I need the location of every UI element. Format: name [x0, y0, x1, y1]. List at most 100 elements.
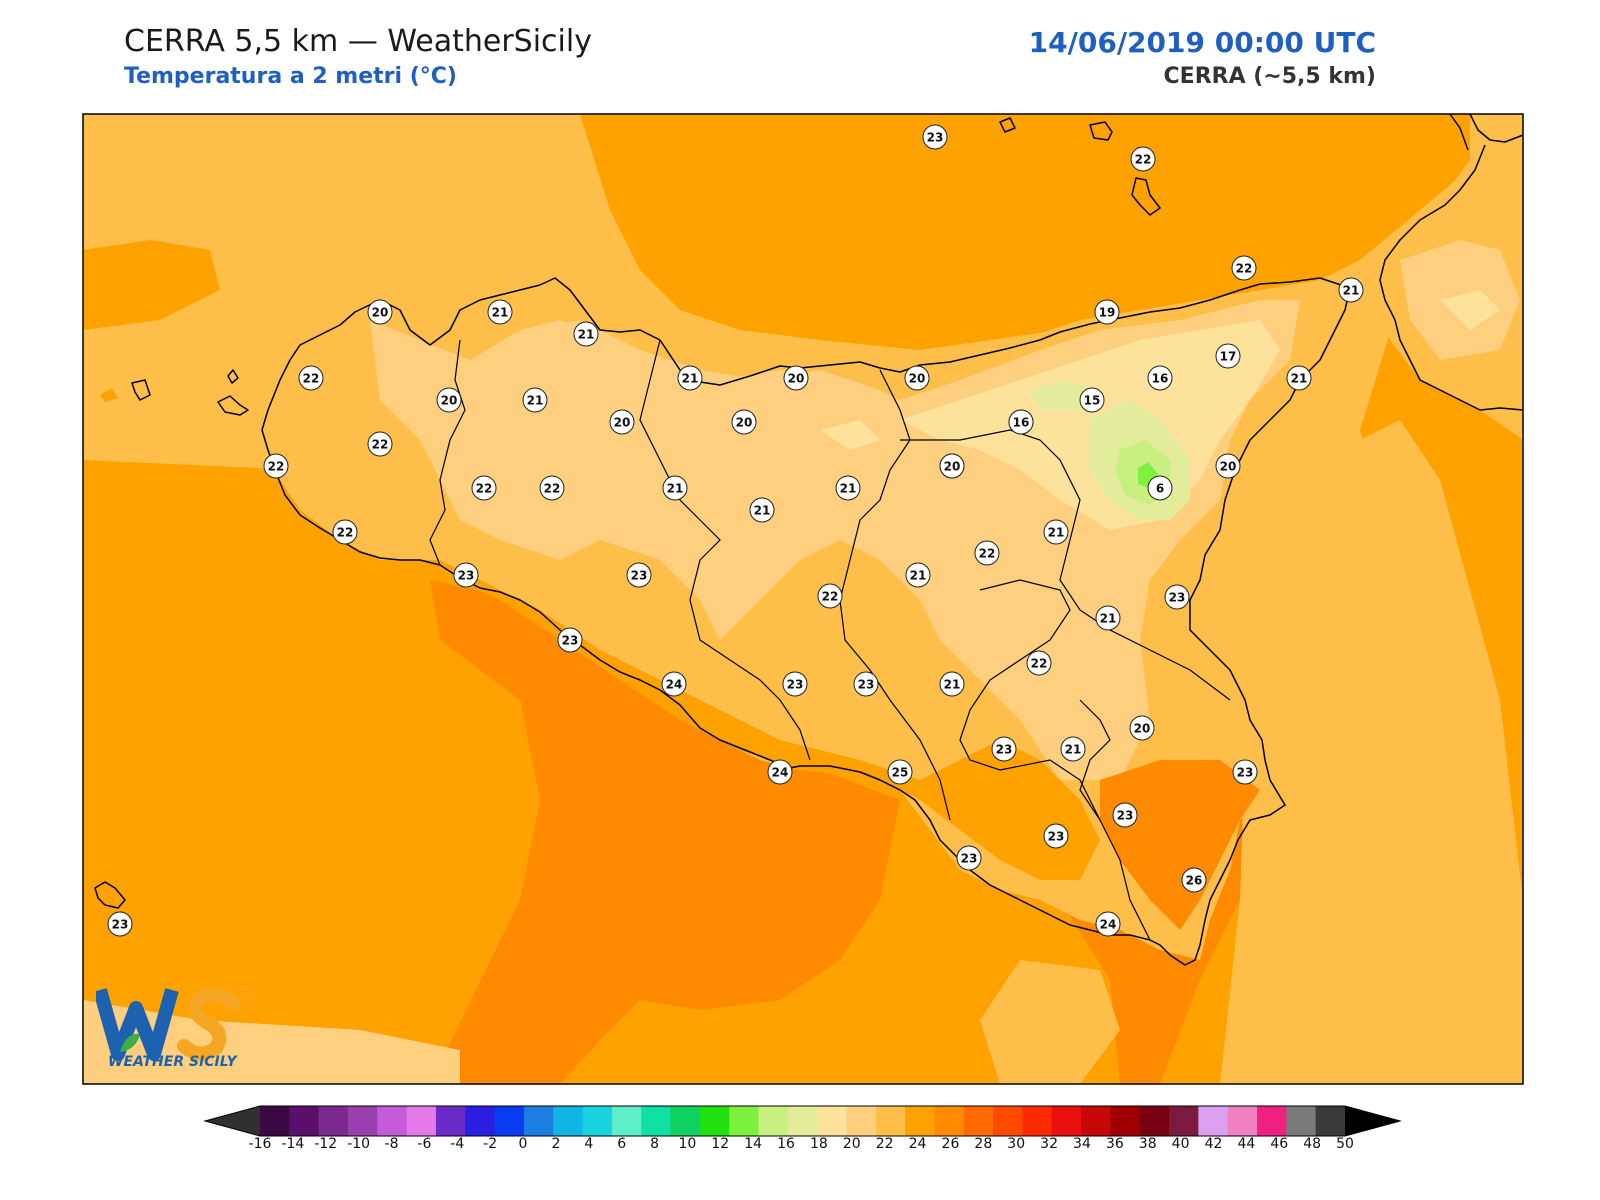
- colorbar-swatch: [1198, 1106, 1229, 1136]
- city-marker: 23: [1232, 759, 1258, 785]
- city-temperature-label: 21: [754, 504, 771, 518]
- city-marker: 16: [1008, 409, 1034, 435]
- city-temperature-label: 20: [1220, 460, 1237, 474]
- city-marker-circle: [782, 671, 808, 697]
- city-marker: 22: [471, 475, 497, 501]
- city-temperature-label: 23: [458, 569, 475, 583]
- colorbar-swatch: [1081, 1106, 1111, 1136]
- colorbar-tick-label: 36: [1105, 1136, 1124, 1152]
- city-marker: 24: [661, 671, 687, 697]
- city-marker: 23: [626, 562, 652, 588]
- city-temperature-label: 21: [578, 328, 595, 342]
- city-marker: 19: [1094, 299, 1120, 325]
- city-marker-circle: [609, 409, 635, 435]
- city-marker: 20: [609, 409, 635, 435]
- city-marker-circle: [626, 562, 652, 588]
- city-temperature-label: 21: [527, 394, 544, 408]
- colorbar-swatch: [1315, 1106, 1346, 1136]
- colorbar-swatch: [699, 1106, 730, 1136]
- city-marker-circle: [767, 759, 793, 785]
- city-marker-circle: [1112, 802, 1138, 828]
- city-marker: 21: [835, 475, 861, 501]
- city-temperature-label: 22: [268, 460, 285, 474]
- colorbar-tick-label: 20: [842, 1136, 861, 1152]
- colorbar-swatch: [289, 1106, 320, 1136]
- colorbar-tick-label: -4: [450, 1136, 465, 1152]
- city-temperature-label: 22: [544, 482, 561, 496]
- city-temperature-label: 25: [892, 766, 909, 780]
- colorbar-tick-label: 50: [1336, 1136, 1354, 1152]
- city-temperature-label: 20: [1134, 722, 1151, 736]
- city-temperature-label: 22: [372, 438, 389, 452]
- city-temperature-label: 23: [996, 743, 1013, 757]
- city-marker-circle: [1147, 365, 1173, 391]
- city-marker-circle: [1060, 736, 1086, 762]
- colorbar-tick-label: -8: [384, 1136, 399, 1152]
- city-marker: 22: [332, 519, 358, 545]
- city-temperature-label: 20: [736, 416, 753, 430]
- city-marker-circle: [835, 475, 861, 501]
- city-marker-circle: [1095, 605, 1121, 631]
- city-marker-circle: [1215, 343, 1241, 369]
- map-title: CERRA 5,5 km — WeatherSicily: [124, 24, 592, 59]
- city-temperature-label: 16: [1013, 416, 1030, 430]
- city-temperature-label: 24: [666, 678, 683, 692]
- city-marker: 22: [539, 475, 565, 501]
- colorbar-swatch: [993, 1106, 1023, 1136]
- city-marker: 15: [1079, 387, 1105, 413]
- colorbar-tick-label: 0: [518, 1136, 528, 1152]
- city-temperature-label: 20: [909, 372, 926, 386]
- city-marker-circle: [956, 845, 982, 871]
- city-temperature-label: 15: [1084, 394, 1101, 408]
- city-marker: 22: [1231, 255, 1257, 281]
- city-marker-circle: [1164, 584, 1190, 610]
- city-marker-circle: [367, 431, 393, 457]
- colorbar-swatch: [494, 1106, 525, 1136]
- colorbar-tick-label: 28: [974, 1136, 993, 1152]
- city-marker: 21: [662, 475, 688, 501]
- city-temperature-label: 20: [372, 306, 389, 320]
- colorbar-tick-label: -6: [417, 1136, 432, 1152]
- colorbar-tick-label: 6: [617, 1136, 627, 1152]
- city-marker: 16: [1147, 365, 1173, 391]
- city-temperature-label: 22: [337, 526, 354, 540]
- city-temperature-label: 21: [840, 482, 857, 496]
- city-marker-circle: [922, 124, 948, 150]
- colorbar-swatch: [553, 1106, 584, 1136]
- city-temperature-label: 21: [1100, 612, 1117, 626]
- colorbar: [203, 1105, 1402, 1137]
- city-marker-circle: [1286, 365, 1312, 391]
- city-marker-circle: [731, 409, 757, 435]
- city-temperature-label: 21: [944, 678, 961, 692]
- colorbar-swatch: [641, 1106, 672, 1136]
- city-marker-circle: [887, 759, 913, 785]
- city-marker: 23: [1043, 823, 1069, 849]
- city-marker: 22: [263, 453, 289, 479]
- colorbar-swatch: [787, 1106, 818, 1136]
- colorbar-tick-label: 26: [941, 1136, 960, 1152]
- city-marker: 21: [1043, 519, 1069, 545]
- colorbar-swatch: [934, 1106, 965, 1136]
- city-temperature-label: 6: [1156, 482, 1164, 496]
- colorbar-tick-label: 42: [1204, 1136, 1223, 1152]
- city-temperature-label: 24: [772, 766, 789, 780]
- city-marker-circle: [522, 387, 548, 413]
- city-marker-circle: [453, 562, 479, 588]
- colorbar-tick-label: 4: [584, 1136, 594, 1152]
- city-temperature-label: 23: [562, 634, 579, 648]
- colorbar-swatch: [582, 1106, 613, 1136]
- colorbar-swatch: [435, 1106, 466, 1136]
- city-marker-circle: [1231, 255, 1257, 281]
- logo-text: WEATHER SICILY: [108, 1054, 237, 1070]
- city-temperature-label: 23: [787, 678, 804, 692]
- city-marker: 20: [783, 365, 809, 391]
- map-frame: [82, 113, 1524, 1085]
- colorbar-tick-label: -16: [248, 1136, 272, 1152]
- city-temperature-label: 20: [441, 394, 458, 408]
- city-marker: 23: [1112, 802, 1138, 828]
- city-temperature-label: 22: [1236, 262, 1253, 276]
- city-marker: 23: [1164, 584, 1190, 610]
- city-temperature-label: 22: [476, 482, 493, 496]
- colorbar-swatch: [1022, 1106, 1053, 1136]
- colorbar-swatch: [1227, 1106, 1258, 1136]
